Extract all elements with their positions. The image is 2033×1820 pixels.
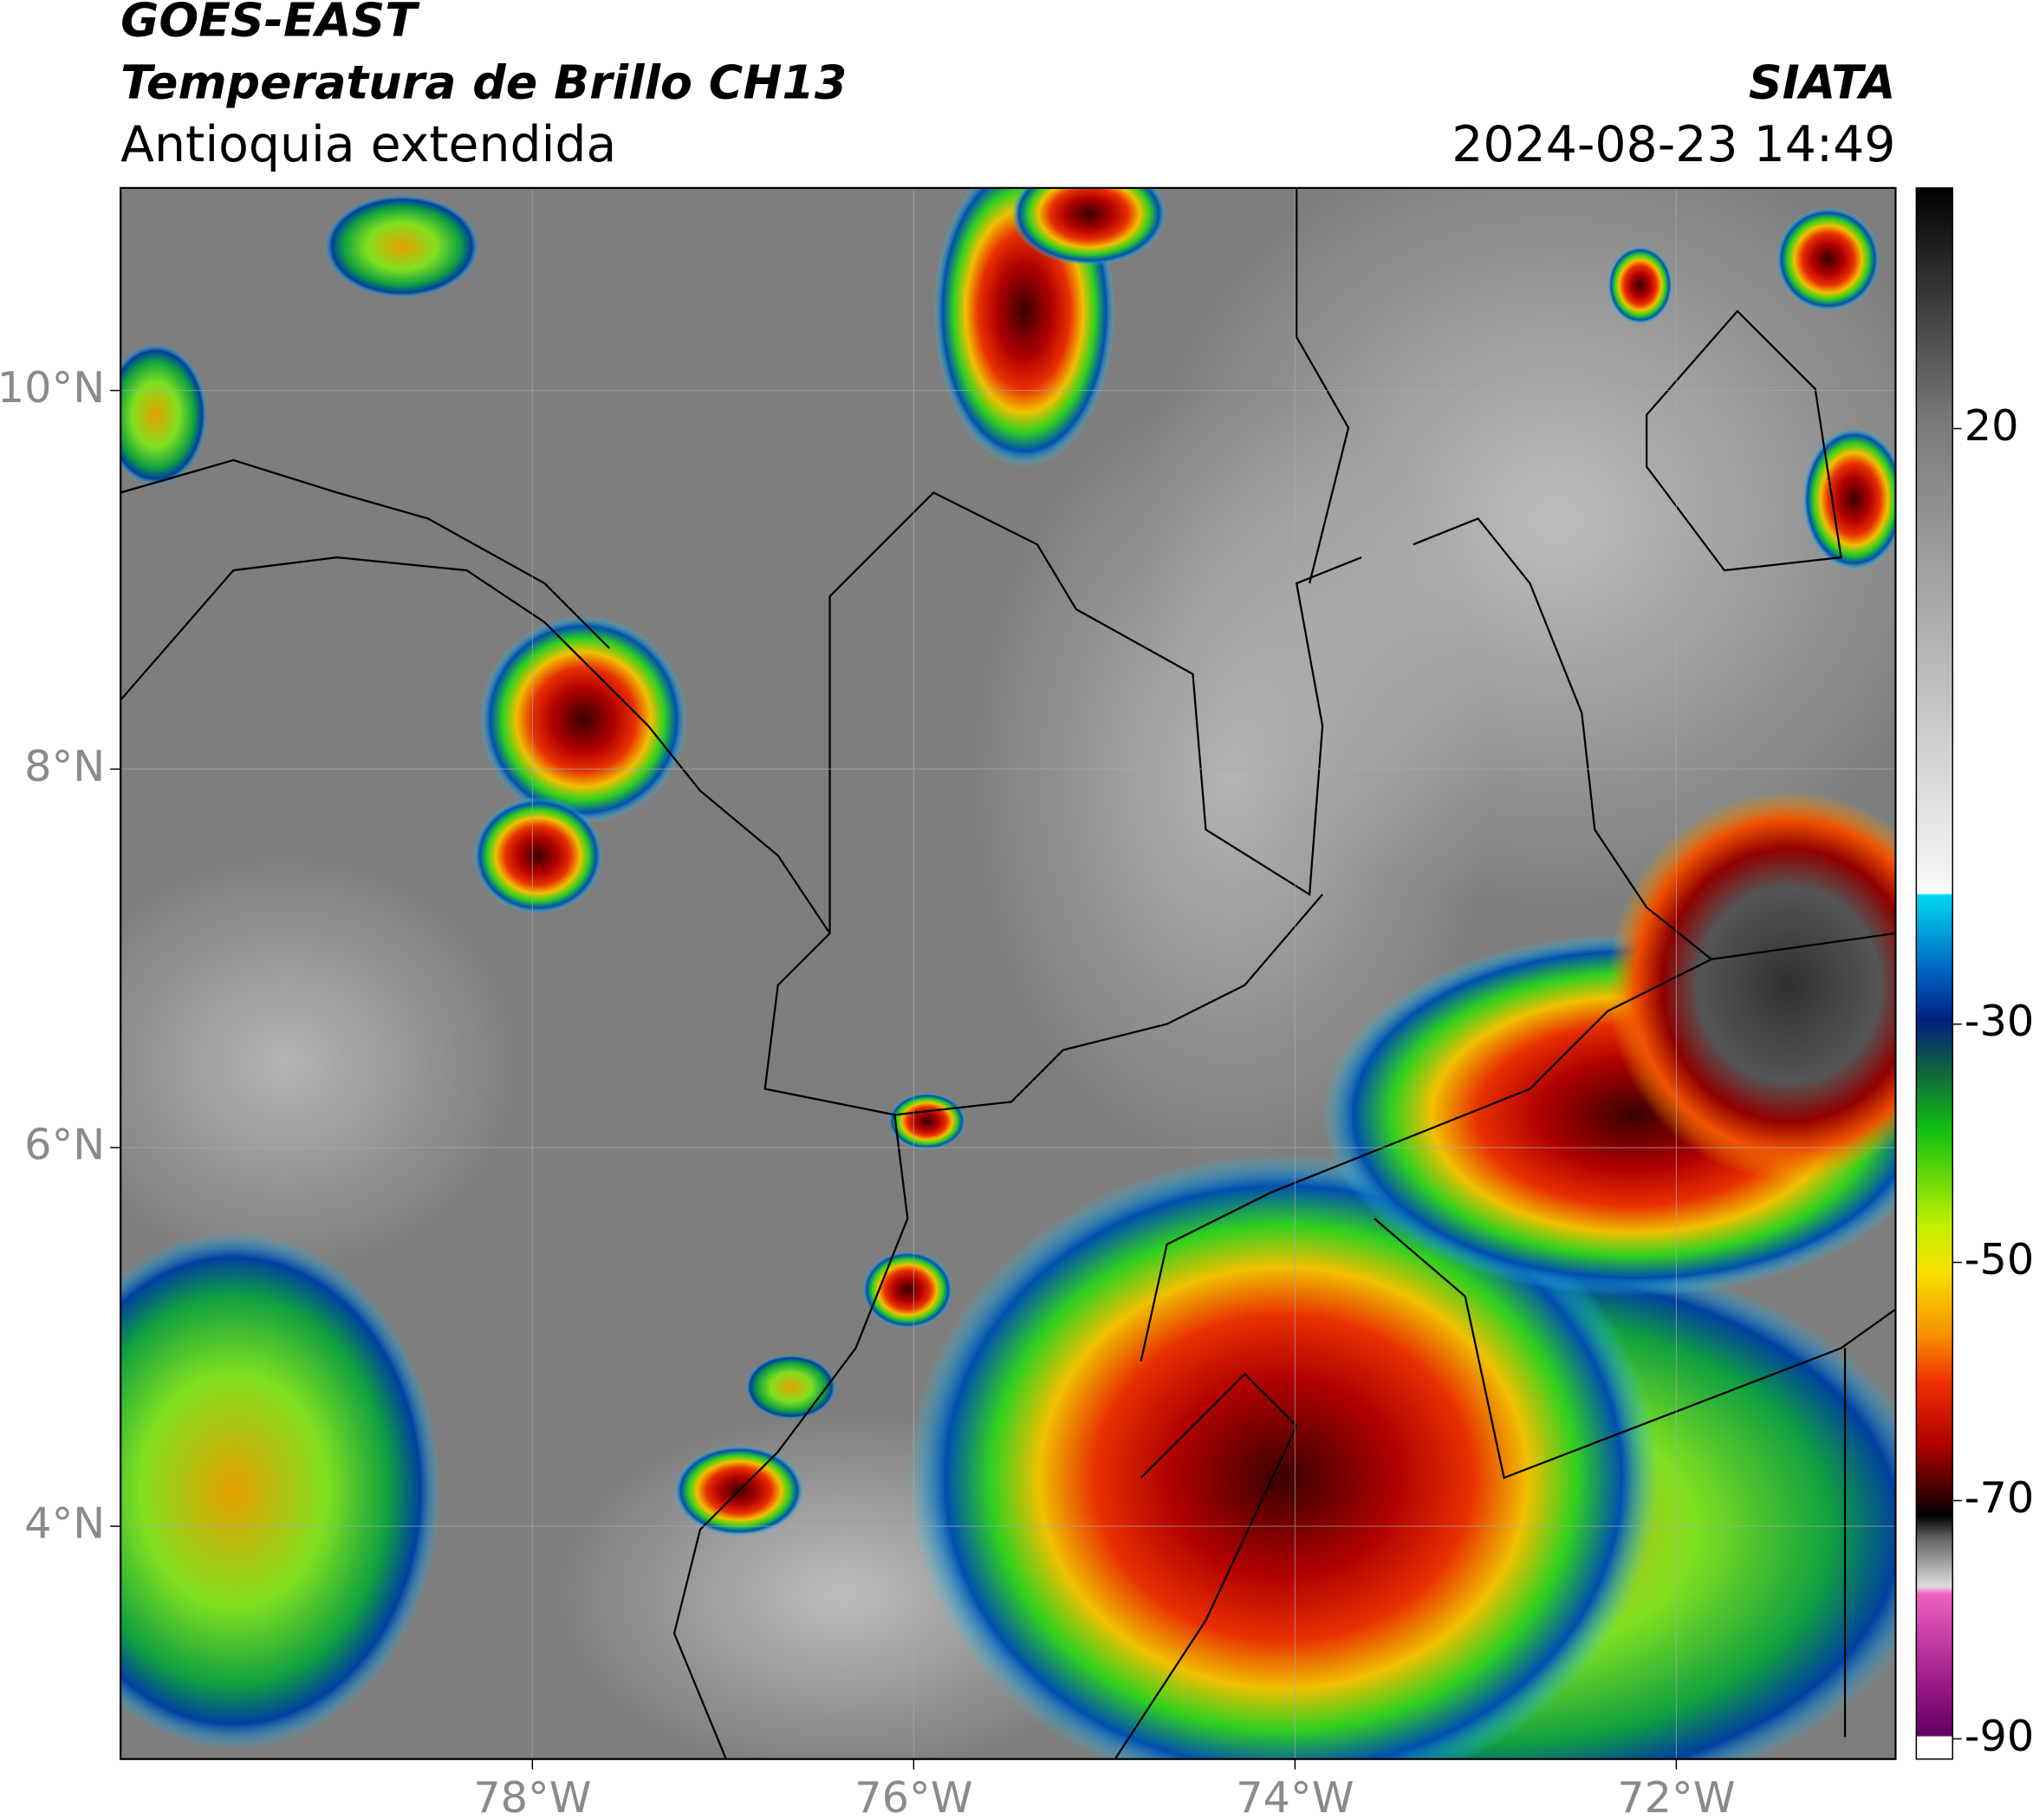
colorbar-tick-label: -90 bbox=[1965, 1711, 2033, 1761]
map-frame bbox=[120, 186, 1897, 1760]
colorbar-tick-label: -30 bbox=[1965, 996, 2033, 1046]
x-tick-label: 72°W bbox=[1617, 1772, 1735, 1820]
y-tick-label: 6°N bbox=[24, 1120, 105, 1170]
title: GOES-EAST bbox=[120, 0, 420, 48]
y-tick-label: 4°N bbox=[24, 1498, 105, 1549]
colorbar bbox=[1915, 187, 1953, 1760]
colorbar-tick-label: 20 bbox=[1965, 400, 2019, 451]
colorbar-tick-label: -50 bbox=[1965, 1234, 2033, 1284]
colorbar-tick-label: -70 bbox=[1965, 1472, 2033, 1523]
y-tick-label: 10°N bbox=[0, 362, 105, 413]
region: Antioquia extendida bbox=[120, 116, 616, 173]
y-tick-label: 8°N bbox=[24, 741, 105, 791]
datetime: 2024-08-23 14:49 bbox=[1452, 116, 1895, 173]
satellite-image bbox=[120, 187, 1896, 1759]
x-tick-label: 74°W bbox=[1236, 1772, 1354, 1820]
x-tick-label: 76°W bbox=[854, 1772, 972, 1820]
subtitle: Temperatura de Brillo CH13 bbox=[120, 55, 847, 109]
x-tick-label: 78°W bbox=[473, 1772, 591, 1820]
source: SIATA bbox=[1749, 55, 1896, 109]
